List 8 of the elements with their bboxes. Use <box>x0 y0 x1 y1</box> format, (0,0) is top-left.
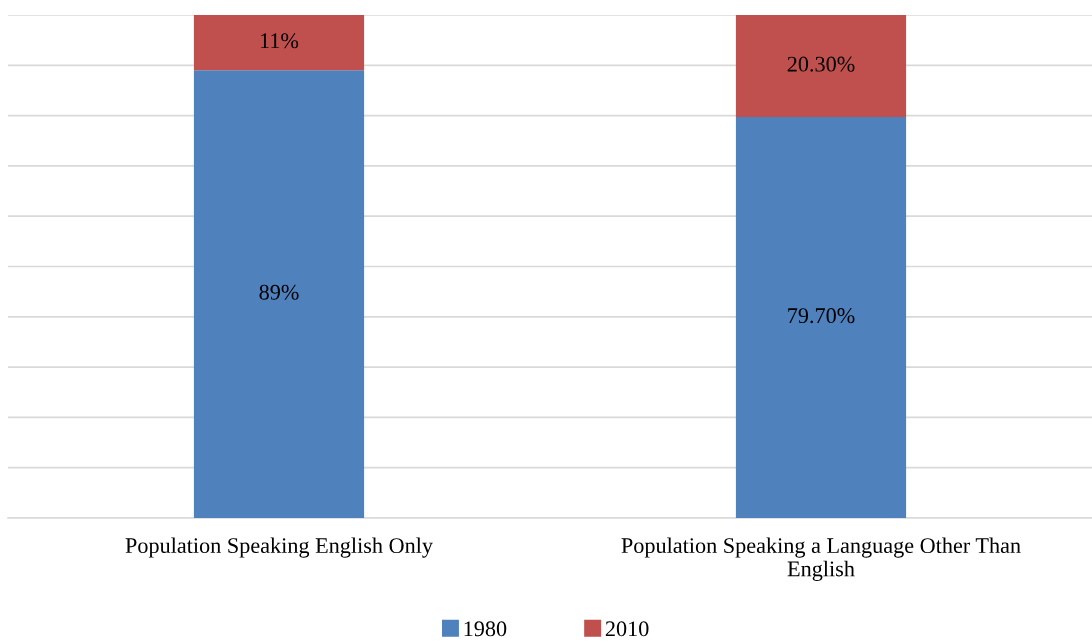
data-label: 20.30% <box>787 56 855 72</box>
legend-label: 2010 <box>605 621 649 637</box>
legend-label: 1980 <box>464 621 507 637</box>
data-label: 89% <box>259 284 299 300</box>
data-label: 11% <box>261 33 299 49</box>
x-tick-label: Population Speaking a Language Other Than English <box>621 537 1021 581</box>
data-label: 79.70% <box>788 308 855 324</box>
x-tick-label: Population Speaking English Only <box>125 537 433 558</box>
